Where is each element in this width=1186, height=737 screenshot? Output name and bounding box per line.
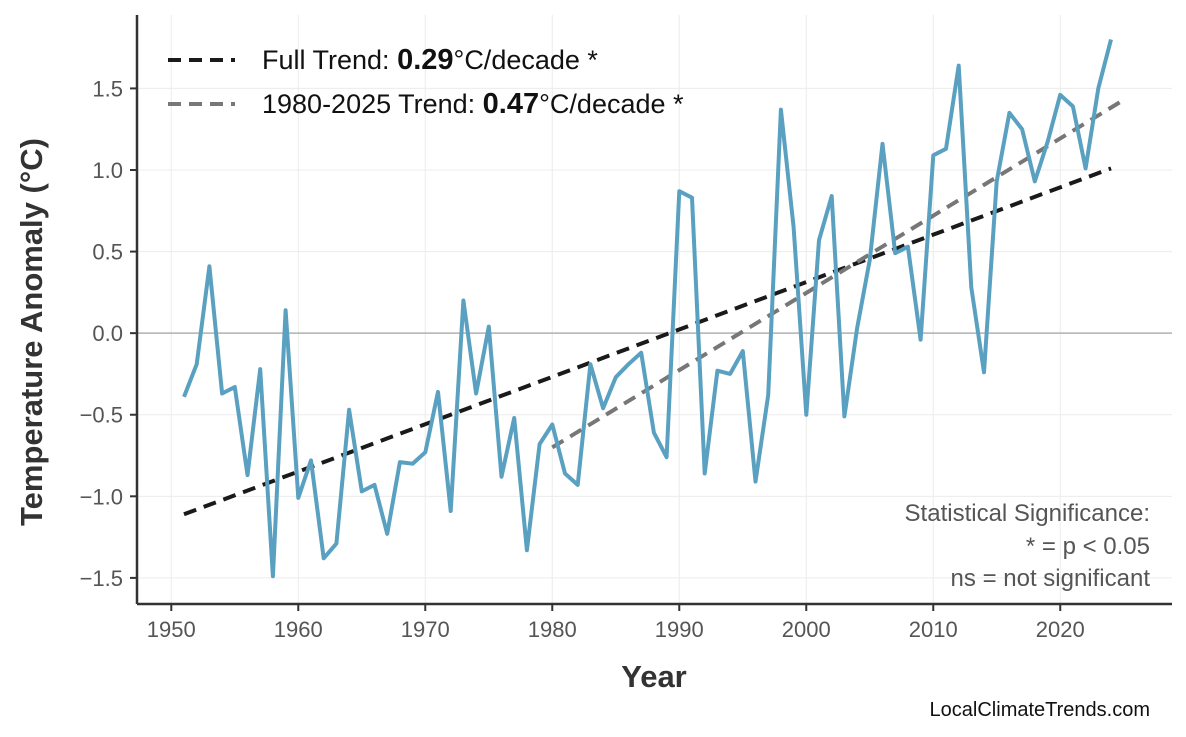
y-tick-label: −0.5 (80, 403, 123, 428)
legend-recent-trend-suffix: °C/decade * (539, 89, 684, 119)
x-axis-label: Year (621, 659, 687, 694)
legend-full-trend-prefix: Full Trend: (262, 45, 397, 75)
x-tick-label: 2000 (782, 617, 831, 642)
y-tick-label: 1.0 (92, 158, 123, 183)
x-tick-label: 1990 (655, 617, 704, 642)
data-points (183, 39, 1112, 577)
y-tick-label: −1.5 (80, 566, 123, 591)
x-tick-label: 1970 (401, 617, 450, 642)
significance-ns: ns = not significant (951, 565, 1151, 592)
y-tick-label: −1.0 (80, 484, 123, 509)
legend-recent-trend-prefix: 1980-2025 Trend: (262, 89, 483, 119)
x-tick-label: 2010 (909, 617, 958, 642)
legend: Full Trend: 0.29°C/decade * 1980-2025 Tr… (168, 44, 684, 120)
anomaly-series-line (182, 38, 1113, 579)
significance-note: Statistical Significance: * = p < 0.05 n… (905, 500, 1151, 592)
legend-recent-trend-value: 0.47 (483, 88, 539, 120)
x-ticks: 1950 1960 1970 1980 1990 2000 2010 2020 (147, 604, 1085, 642)
legend-full-trend-suffix: °C/decade * (454, 45, 599, 75)
legend-recent-trend: 1980-2025 Trend: 0.47°C/decade * (262, 88, 684, 120)
significance-star: * = p < 0.05 (1026, 533, 1150, 560)
y-axis-label: Temperature Anomaly (°C) (14, 138, 49, 526)
trend-lines (183, 98, 1125, 517)
site-credit: LocalClimateTrends.com (930, 699, 1150, 721)
significance-title: Statistical Significance: (905, 500, 1150, 527)
x-tick-label: 1960 (274, 617, 323, 642)
y-tick-label: 0.5 (92, 240, 123, 265)
x-tick-label: 2020 (1036, 617, 1085, 642)
y-tick-label: 1.5 (92, 76, 123, 101)
x-tick-label: 1950 (147, 617, 196, 642)
x-tick-label: 1980 (528, 617, 577, 642)
full-trend-line (183, 166, 1112, 517)
y-tick-label: 0.0 (92, 321, 123, 346)
legend-full-trend: Full Trend: 0.29°C/decade * (262, 44, 598, 76)
y-ticks: −1.5 −1.0 −0.5 0.0 0.5 1.0 1.5 (80, 76, 137, 591)
legend-full-trend-value: 0.29 (397, 44, 453, 76)
